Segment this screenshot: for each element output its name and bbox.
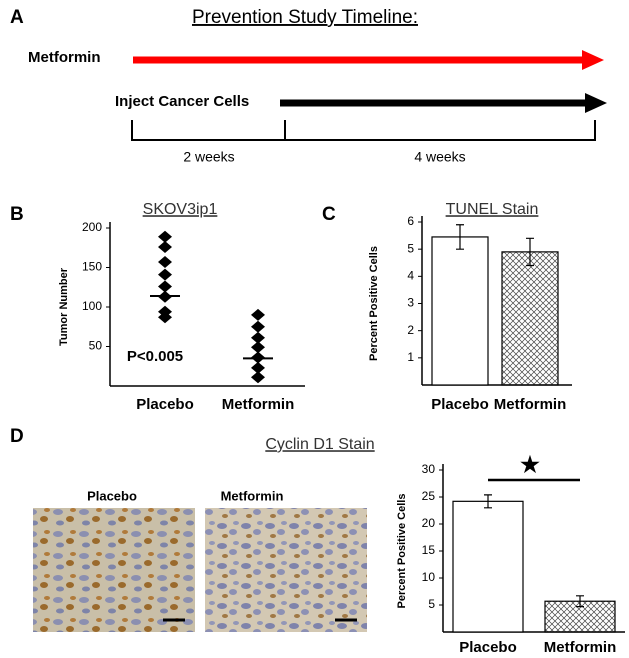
y-tick-label: 50 [89, 339, 103, 353]
x-tick-label: Metformin [494, 396, 567, 413]
error-bar [526, 237, 534, 267]
annotation: P<0.005 [127, 348, 183, 365]
x-tick-label: Placebo [459, 639, 517, 656]
arrow-head [585, 93, 607, 113]
data-point [251, 361, 265, 374]
data-point [158, 268, 172, 281]
y-tick-label: 10 [422, 570, 436, 584]
y-axis-label: Percent Positive Cells [396, 494, 408, 609]
error-bar [484, 494, 492, 509]
timeline-row: Metformin [28, 49, 101, 66]
y-axis-label: Tumor Number [58, 267, 70, 346]
x-tick-label: Placebo [136, 396, 194, 413]
data-point [251, 371, 265, 384]
bar [501, 251, 559, 386]
duration: 4 weeks [414, 149, 465, 165]
arrow-head [582, 50, 604, 70]
panel-label: D [10, 426, 24, 447]
y-tick-label: 2 [407, 323, 414, 337]
y-tick-label: 5 [428, 597, 435, 611]
y-tick-label: 30 [422, 462, 436, 476]
bracket [131, 120, 596, 141]
micrograph [205, 508, 367, 632]
y-tick-label: 1 [407, 350, 414, 364]
data-point [158, 311, 172, 324]
annotation: ★ [520, 452, 540, 477]
data-point [251, 308, 265, 321]
y-tick-label: 150 [82, 260, 102, 274]
y-tick-label: 3 [407, 296, 414, 310]
y-tick-label: 15 [422, 543, 436, 557]
x-tick-label: Placebo [431, 396, 489, 413]
y-tick-label: 6 [407, 214, 414, 228]
y-tick-label: 20 [422, 516, 436, 530]
y-tick-label: 25 [422, 489, 436, 503]
data-point [251, 320, 265, 333]
timeline-row: Inject Cancer Cells [115, 93, 249, 110]
timeline-title: Prevention Study Timeline: [192, 7, 418, 28]
image-caption: Metformin [221, 488, 284, 503]
bar [452, 500, 524, 633]
bar [431, 236, 489, 386]
y-axis-label: Percent Positive Cells [368, 246, 380, 361]
error-bar [576, 595, 584, 608]
y-tick-label: 4 [407, 269, 414, 283]
duration: 2 weeks [183, 149, 234, 165]
chart-title: SKOV3ip1 [143, 201, 218, 218]
data-point [158, 280, 172, 293]
panel-label: B [10, 204, 24, 225]
x-tick-label: Metformin [222, 396, 295, 413]
panel-label: A [10, 7, 24, 28]
data-point [251, 341, 265, 354]
y-tick-label: 200 [82, 220, 102, 234]
micrograph [33, 508, 195, 632]
x-tick-label: Metformin [544, 639, 617, 656]
y-tick-label: 100 [82, 299, 102, 313]
data-point [158, 240, 172, 253]
data-point [158, 255, 172, 268]
panel-label: C [322, 204, 336, 225]
chart-title: TUNEL Stain [446, 201, 539, 218]
error-bar [456, 224, 464, 250]
data-point [158, 230, 172, 243]
y-tick-label: 5 [407, 241, 414, 255]
data-point [251, 331, 265, 344]
chart-title: Cyclin D1 Stain [265, 436, 374, 453]
image-caption: Placebo [87, 488, 137, 503]
